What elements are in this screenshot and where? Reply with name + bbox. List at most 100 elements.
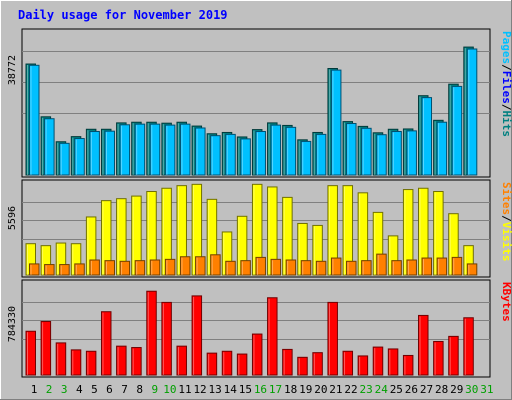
x-tick-label: 15 (239, 383, 252, 396)
bar (191, 295, 203, 376)
axis-legend-part: Files (500, 71, 512, 104)
x-tick-label: 31 (480, 383, 493, 396)
bar (418, 314, 429, 376)
bar (161, 301, 172, 376)
bar (255, 131, 266, 176)
x-tick-label: 14 (224, 383, 238, 396)
bar (463, 317, 474, 376)
bar (436, 121, 448, 176)
bar (104, 130, 115, 176)
axis-legend-part: / (500, 64, 512, 71)
bar (25, 330, 36, 376)
bar (251, 333, 263, 376)
x-tick-label: 24 (375, 383, 389, 396)
chart-title: Daily usage for November 2019 (18, 8, 228, 22)
y-max-label: 38772 (7, 55, 18, 85)
bar (119, 260, 131, 276)
bar (146, 290, 157, 376)
bar (282, 348, 293, 376)
bar (402, 354, 414, 376)
series-1 (29, 253, 478, 276)
axis-legend-part: / (500, 215, 512, 222)
bar (164, 258, 176, 276)
bar (29, 263, 40, 276)
bar (100, 311, 112, 376)
bar (448, 335, 459, 376)
bar (421, 97, 433, 176)
bar (391, 131, 402, 176)
bar (270, 124, 282, 176)
axis-legend: Pages/Files/Hits (500, 31, 512, 137)
bar (466, 263, 478, 276)
bar (89, 259, 100, 276)
x-tick-label: 13 (209, 383, 222, 396)
bar (376, 134, 387, 176)
x-tick-label: 5 (91, 383, 98, 396)
x-tick-label: 7 (121, 383, 128, 396)
bar (297, 356, 308, 376)
bar (330, 257, 342, 276)
x-tick-label: 18 (284, 383, 297, 396)
x-tick-label: 23 (360, 383, 373, 396)
bar (74, 263, 85, 276)
bar (89, 131, 100, 176)
bar (300, 260, 312, 276)
bar (225, 260, 236, 276)
x-tick-label: 26 (405, 383, 418, 396)
bar (74, 138, 85, 176)
axis-legend-part: Hits (500, 111, 512, 138)
bar (300, 140, 312, 176)
y-max-label: 784330 (7, 306, 18, 342)
x-tick-label: 12 (193, 383, 206, 396)
bar (85, 350, 97, 376)
bar (342, 350, 354, 376)
bar (210, 135, 221, 176)
bar (436, 257, 448, 276)
axis-legend-part: Pages (500, 31, 512, 64)
bar (346, 260, 357, 276)
x-tick-label: 1 (31, 383, 38, 396)
x-tick-label: 19 (299, 383, 312, 396)
x-axis-tick-labels: 1 2 3 4 5 6 7 8 9 10 11 12 13 14 15 16 17 18 19 20 21 22 23 24 2… (31, 383, 494, 396)
x-tick-label: 9 (151, 383, 158, 396)
bar (361, 260, 372, 276)
x-tick-label: 25 (390, 383, 403, 396)
bar (236, 353, 248, 376)
bar (195, 256, 206, 276)
bar (104, 260, 115, 276)
x-tick-label: 21 (329, 383, 342, 396)
x-tick-label: 16 (254, 383, 267, 396)
bar (240, 138, 251, 176)
bar (357, 355, 369, 376)
bar (315, 133, 327, 176)
bar (421, 257, 433, 276)
x-tick-label: 8 (136, 383, 143, 396)
bar (40, 320, 52, 376)
bar (255, 256, 266, 276)
bar (55, 342, 67, 376)
bar (330, 69, 342, 176)
bar (119, 124, 131, 176)
axis-legend: KBytes (500, 282, 512, 322)
bar (176, 345, 187, 376)
bar (406, 259, 417, 276)
bar (59, 264, 70, 276)
y-max-label: 5596 (7, 206, 18, 230)
x-tick-label: 4 (76, 383, 83, 396)
bar (221, 350, 233, 376)
bar (134, 260, 146, 276)
axis-legend: Sites/Visits (500, 182, 512, 262)
axis-legend-part: Sites (500, 182, 512, 215)
bar (451, 256, 463, 276)
bar (44, 118, 55, 176)
bar (179, 123, 191, 176)
bar (44, 264, 55, 276)
bar (240, 260, 251, 276)
x-tick-label: 27 (420, 383, 433, 396)
x-tick-label: 17 (269, 383, 282, 396)
x-tick-label: 6 (106, 383, 113, 396)
bar (466, 48, 478, 176)
